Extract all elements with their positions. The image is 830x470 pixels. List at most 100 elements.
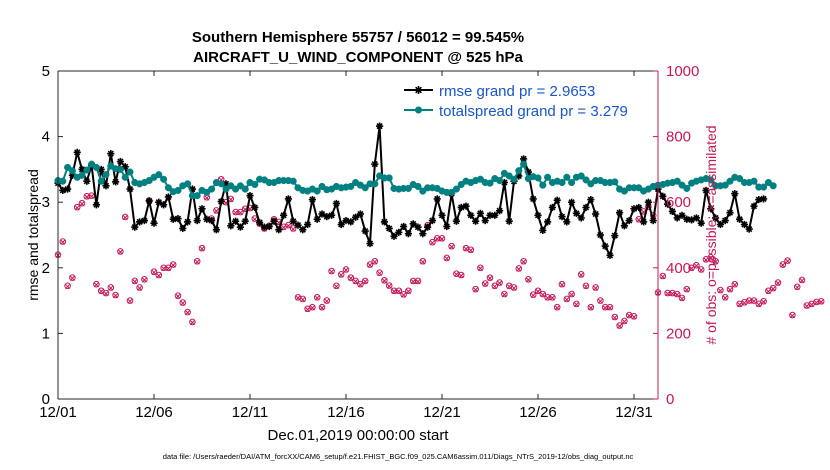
obs-possible-point (525, 275, 532, 283)
obs-assimilated-point (290, 226, 296, 232)
obs-assimilated-point (348, 275, 354, 281)
obs-assimilated-point (285, 223, 291, 229)
obs-possible-point (568, 290, 575, 298)
totalspread-point (539, 181, 547, 189)
obs-assimilated-point (607, 305, 613, 311)
totalspread-point (313, 187, 321, 195)
totalspread-point (515, 167, 523, 175)
rmse-point (428, 216, 436, 225)
obs-assimilated-point (353, 279, 359, 285)
obs-assimilated-point (329, 269, 335, 275)
y-axis-label-right: # of obs: o=possible; ×=assimilated (703, 125, 719, 344)
obs-possible-point (553, 303, 561, 311)
rmse-point (731, 190, 739, 198)
totalspread-point (193, 192, 201, 200)
rmse-point (553, 196, 561, 204)
obs-assimilated-point (477, 265, 483, 272)
rmse-point (472, 217, 480, 225)
rmse-point (304, 220, 312, 229)
obs-possible-point (481, 280, 489, 287)
rmse-point (505, 217, 513, 225)
obs-possible-point (83, 192, 91, 200)
obs-possible-point (390, 287, 398, 295)
obs-possible-point (693, 261, 700, 269)
rmse-point (486, 211, 494, 219)
obs-assimilated-point (717, 288, 723, 294)
obs-possible-point (597, 297, 604, 304)
x-tick-label: 12/11 (232, 404, 268, 421)
obs-possible-point (357, 280, 364, 288)
obs-possible-point (707, 254, 715, 261)
obs-assimilated-point (588, 305, 594, 311)
obs-assimilated-point (141, 277, 147, 283)
obs-assimilated-point (693, 263, 699, 269)
y-tick-label-right: 0 (666, 391, 674, 408)
series-totalspread (54, 160, 777, 200)
rmse-point (265, 222, 273, 231)
rmse-point (721, 216, 729, 225)
obs-assimilated-point (233, 210, 239, 216)
obs-possible-point (606, 303, 614, 311)
rmse-point (64, 185, 72, 193)
rmse-point (452, 217, 460, 225)
obs-possible-point (179, 299, 187, 306)
rmse-point (596, 231, 604, 239)
rmse-point (620, 222, 628, 230)
obs-possible-point (611, 313, 619, 321)
obs-possible-point (798, 276, 806, 284)
obs-possible-point (313, 294, 321, 301)
obs-possible-point (169, 261, 177, 268)
rmse-point (606, 251, 614, 259)
obs-possible-point (601, 303, 609, 311)
rmse-point (736, 215, 744, 223)
obs-assimilated-point (487, 275, 493, 281)
obs-assimilated-point (809, 301, 815, 308)
rmse-point (184, 218, 192, 226)
obs-possible-point (664, 289, 671, 297)
obs-possible-point (232, 208, 239, 216)
rmse-point (366, 239, 374, 248)
obs-possible-point (323, 297, 331, 304)
obs-assimilated-point (281, 224, 287, 231)
totalspread-point (544, 173, 552, 181)
rmse-point (577, 214, 585, 222)
obs-possible-point (477, 264, 484, 272)
obs-assimilated-point (497, 280, 503, 286)
obs-assimilated-point (761, 299, 767, 305)
rmse-point (212, 226, 220, 234)
obs-assimilated-point (362, 279, 368, 285)
obs-possible-point (69, 274, 76, 281)
totalspread-point (160, 175, 168, 183)
rmse-point (116, 157, 124, 166)
obs-assimilated-point (194, 259, 200, 265)
totalspread-point (683, 184, 691, 192)
obs-possible-point (549, 294, 556, 301)
rmse-point (616, 209, 624, 217)
rmse-point (160, 201, 168, 209)
totalspread-point (174, 186, 182, 194)
obs-possible-point (510, 284, 518, 291)
obs-possible-point (760, 297, 767, 305)
obs-assimilated-point (631, 314, 637, 320)
obs-possible-point (673, 290, 681, 298)
obs-assimilated-point (60, 239, 66, 245)
obs-assimilated-point (165, 265, 171, 272)
obs-assimilated-point (602, 305, 608, 311)
obs-assimilated-point (492, 283, 498, 290)
obs-assimilated-point (333, 283, 339, 290)
obs-assimilated-point (612, 315, 618, 321)
chart-title-line1: Southern Hemisphere 55757 / 56012 = 99.5… (192, 29, 524, 46)
rmse-point (496, 207, 504, 215)
totalspread-point (414, 182, 422, 191)
obs-assimilated-point (756, 301, 762, 308)
y-tick-label-right: 600 (666, 194, 691, 211)
obs-assimilated-point (410, 279, 416, 285)
obs-possible-point (347, 274, 355, 281)
obs-assimilated-point (813, 300, 819, 306)
obs-assimilated-point (535, 288, 541, 294)
obs-possible-point (457, 271, 465, 279)
totalspread-point (59, 177, 67, 185)
obs-possible-point (577, 271, 585, 278)
obs-assimilated-point (765, 288, 771, 294)
obs-possible-point (429, 238, 436, 246)
